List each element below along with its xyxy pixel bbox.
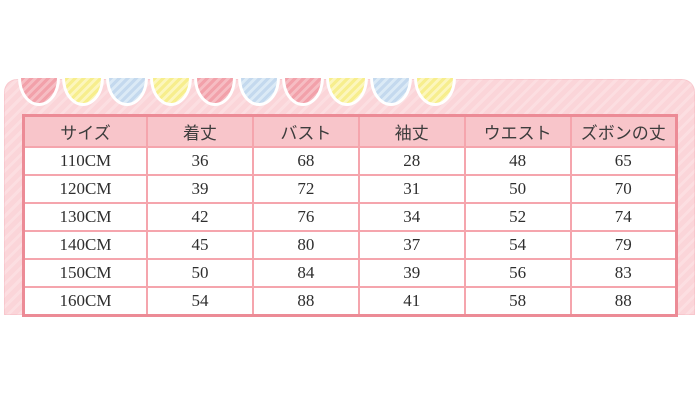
measurement-cell: 39 [357, 258, 466, 288]
scallop-blue-icon [370, 78, 412, 106]
measurement-cell: 80 [251, 230, 360, 260]
measurement-cell: 54 [146, 286, 254, 317]
measurement-cell: 76 [251, 202, 360, 232]
scallop-pink-icon [282, 78, 324, 106]
measurement-cell: 58 [463, 286, 572, 317]
scallop-pink-icon [18, 78, 60, 106]
scallop-yellow-icon [150, 78, 192, 106]
size-table-body: 110CM 36 68 28 48 65 120CM 39 72 31 50 70 130CM 42 76 3… [22, 146, 678, 317]
size-cell: 110CM [22, 146, 148, 176]
measurement-cell: 52 [463, 202, 572, 232]
table-row: 140CM 45 80 37 54 79 [22, 230, 678, 260]
measurement-cell: 88 [251, 286, 360, 317]
column-header: バスト [251, 114, 360, 148]
measurement-cell: 74 [569, 202, 678, 232]
scallop-yellow-icon [326, 78, 368, 106]
measurement-cell: 31 [357, 174, 466, 204]
measurement-cell: 56 [463, 258, 572, 288]
size-cell: 120CM [22, 174, 148, 204]
measurement-cell: 34 [357, 202, 466, 232]
scallop-yellow-icon [62, 78, 104, 106]
measurement-cell: 36 [146, 146, 254, 176]
column-header: ウエスト [463, 114, 572, 148]
size-table: サイズ 着丈 バスト 袖丈 ウエスト ズボンの丈 110CM 36 68 28 48 65 120CM… [22, 114, 678, 317]
measurement-cell: 48 [463, 146, 572, 176]
measurement-cell: 54 [463, 230, 572, 260]
size-cell: 140CM [22, 230, 148, 260]
scallop-garland [18, 78, 458, 106]
measurement-cell: 70 [569, 174, 678, 204]
size-table-header: サイズ 着丈 バスト 袖丈 ウエスト ズボンの丈 [22, 114, 678, 148]
measurement-cell: 84 [251, 258, 360, 288]
measurement-cell: 65 [569, 146, 678, 176]
measurement-cell: 50 [463, 174, 572, 204]
measurement-cell: 72 [251, 174, 360, 204]
table-row: 160CM 54 88 41 58 88 [22, 286, 678, 317]
table-row: 150CM 50 84 39 56 83 [22, 258, 678, 288]
decorative-frame: サイズ 着丈 バスト 袖丈 ウエスト ズボンの丈 110CM 36 68 28 48 65 120CM… [4, 78, 695, 317]
table-row: 120CM 39 72 31 50 70 [22, 174, 678, 204]
measurement-cell: 39 [146, 174, 254, 204]
scallop-yellow-icon [414, 78, 456, 106]
scallop-pink-icon [194, 78, 236, 106]
size-table-head-row: サイズ 着丈 バスト 袖丈 ウエスト ズボンの丈 [22, 114, 678, 148]
scallop-blue-icon [106, 78, 148, 106]
measurement-cell: 45 [146, 230, 254, 260]
table-row: 130CM 42 76 34 52 74 [22, 202, 678, 232]
measurement-cell: 28 [357, 146, 466, 176]
measurement-cell: 88 [569, 286, 678, 317]
measurement-cell: 42 [146, 202, 254, 232]
measurement-cell: 83 [569, 258, 678, 288]
size-cell: 160CM [22, 286, 148, 317]
measurement-cell: 37 [357, 230, 466, 260]
scallop-blue-icon [238, 78, 280, 106]
column-header: 袖丈 [357, 114, 466, 148]
size-cell: 150CM [22, 258, 148, 288]
measurement-cell: 79 [569, 230, 678, 260]
table-row: 110CM 36 68 28 48 65 [22, 146, 678, 176]
size-cell: 130CM [22, 202, 148, 232]
measurement-cell: 50 [146, 258, 254, 288]
measurement-cell: 41 [357, 286, 466, 317]
column-header: 着丈 [146, 114, 254, 148]
measurement-cell: 68 [251, 146, 360, 176]
column-header: ズボンの丈 [569, 114, 678, 148]
column-header: サイズ [22, 114, 148, 148]
